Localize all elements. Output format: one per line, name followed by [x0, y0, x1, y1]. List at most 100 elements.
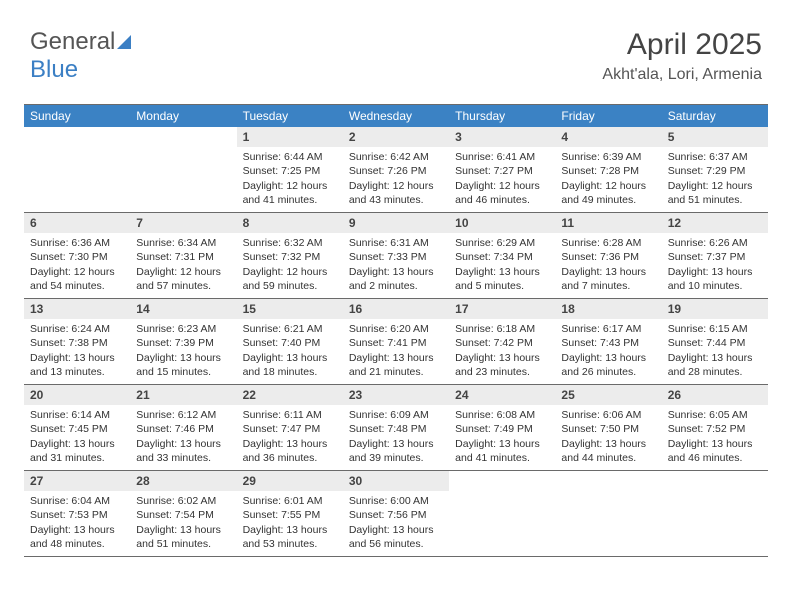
daylight-line: Daylight: 13 hours and 41 minutes.	[455, 437, 549, 465]
day-body: Sunrise: 6:21 AMSunset: 7:40 PMDaylight:…	[237, 319, 343, 384]
sunrise-line: Sunrise: 6:34 AM	[136, 236, 230, 250]
calendar-cell: 8Sunrise: 6:32 AMSunset: 7:32 PMDaylight…	[237, 213, 343, 299]
daylight-line: Daylight: 12 hours and 59 minutes.	[243, 265, 337, 293]
sunset-line: Sunset: 7:25 PM	[243, 164, 337, 178]
calendar-cell: 30Sunrise: 6:00 AMSunset: 7:56 PMDayligh…	[343, 471, 449, 557]
calendar-cell: 18Sunrise: 6:17 AMSunset: 7:43 PMDayligh…	[555, 299, 661, 385]
day-number: 12	[662, 213, 768, 233]
sunset-line: Sunset: 7:29 PM	[668, 164, 762, 178]
daylight-line: Daylight: 13 hours and 15 minutes.	[136, 351, 230, 379]
calendar-grid: SundayMondayTuesdayWednesdayThursdayFrid…	[24, 104, 768, 557]
sunrise-line: Sunrise: 6:15 AM	[668, 322, 762, 336]
sunrise-line: Sunrise: 6:11 AM	[243, 408, 337, 422]
sunset-line: Sunset: 7:34 PM	[455, 250, 549, 264]
sunset-line: Sunset: 7:50 PM	[561, 422, 655, 436]
sunset-line: Sunset: 7:26 PM	[349, 164, 443, 178]
day-body: Sunrise: 6:42 AMSunset: 7:26 PMDaylight:…	[343, 147, 449, 212]
logo-text-2: Blue	[30, 56, 78, 83]
calendar-cell: 29Sunrise: 6:01 AMSunset: 7:55 PMDayligh…	[237, 471, 343, 557]
sunrise-line: Sunrise: 6:41 AM	[455, 150, 549, 164]
day-number: 21	[130, 385, 236, 405]
daylight-line: Daylight: 13 hours and 51 minutes.	[136, 523, 230, 551]
daylight-line: Daylight: 12 hours and 51 minutes.	[668, 179, 762, 207]
sunrise-line: Sunrise: 6:26 AM	[668, 236, 762, 250]
sunrise-line: Sunrise: 6:29 AM	[455, 236, 549, 250]
day-number: 25	[555, 385, 661, 405]
day-body: Sunrise: 6:37 AMSunset: 7:29 PMDaylight:…	[662, 147, 768, 212]
calendar-cell: 23Sunrise: 6:09 AMSunset: 7:48 PMDayligh…	[343, 385, 449, 471]
sunset-line: Sunset: 7:56 PM	[349, 508, 443, 522]
day-body: Sunrise: 6:05 AMSunset: 7:52 PMDaylight:…	[662, 405, 768, 470]
sunset-line: Sunset: 7:38 PM	[30, 336, 124, 350]
day-number: 2	[343, 127, 449, 147]
calendar-cell-empty	[662, 471, 768, 557]
calendar-cell: 21Sunrise: 6:12 AMSunset: 7:46 PMDayligh…	[130, 385, 236, 471]
day-number: 7	[130, 213, 236, 233]
day-number: 1	[237, 127, 343, 147]
calendar-cell: 13Sunrise: 6:24 AMSunset: 7:38 PMDayligh…	[24, 299, 130, 385]
day-body: Sunrise: 6:02 AMSunset: 7:54 PMDaylight:…	[130, 491, 236, 556]
calendar-cell-empty	[130, 127, 236, 213]
sunrise-line: Sunrise: 6:04 AM	[30, 494, 124, 508]
sunrise-line: Sunrise: 6:17 AM	[561, 322, 655, 336]
calendar-cell: 14Sunrise: 6:23 AMSunset: 7:39 PMDayligh…	[130, 299, 236, 385]
sunrise-line: Sunrise: 6:02 AM	[136, 494, 230, 508]
day-body: Sunrise: 6:00 AMSunset: 7:56 PMDaylight:…	[343, 491, 449, 556]
sunset-line: Sunset: 7:49 PM	[455, 422, 549, 436]
day-body: Sunrise: 6:28 AMSunset: 7:36 PMDaylight:…	[555, 233, 661, 298]
calendar-cell: 17Sunrise: 6:18 AMSunset: 7:42 PMDayligh…	[449, 299, 555, 385]
day-body: Sunrise: 6:17 AMSunset: 7:43 PMDaylight:…	[555, 319, 661, 384]
calendar-cell: 27Sunrise: 6:04 AMSunset: 7:53 PMDayligh…	[24, 471, 130, 557]
sunset-line: Sunset: 7:48 PM	[349, 422, 443, 436]
location: Akht'ala, Lori, Armenia	[602, 66, 762, 84]
sunset-line: Sunset: 7:39 PM	[136, 336, 230, 350]
sunrise-line: Sunrise: 6:32 AM	[243, 236, 337, 250]
sunrise-line: Sunrise: 6:06 AM	[561, 408, 655, 422]
weekday-header: Monday	[130, 105, 236, 127]
sunrise-line: Sunrise: 6:05 AM	[668, 408, 762, 422]
daylight-line: Daylight: 12 hours and 57 minutes.	[136, 265, 230, 293]
sunset-line: Sunset: 7:54 PM	[136, 508, 230, 522]
day-body: Sunrise: 6:12 AMSunset: 7:46 PMDaylight:…	[130, 405, 236, 470]
sunrise-line: Sunrise: 6:01 AM	[243, 494, 337, 508]
day-body: Sunrise: 6:32 AMSunset: 7:32 PMDaylight:…	[237, 233, 343, 298]
day-body: Sunrise: 6:23 AMSunset: 7:39 PMDaylight:…	[130, 319, 236, 384]
logo-triangle-icon	[117, 35, 131, 49]
sunset-line: Sunset: 7:46 PM	[136, 422, 230, 436]
daylight-line: Daylight: 13 hours and 31 minutes.	[30, 437, 124, 465]
day-number: 4	[555, 127, 661, 147]
sunset-line: Sunset: 7:27 PM	[455, 164, 549, 178]
weekday-header: Wednesday	[343, 105, 449, 127]
sunrise-line: Sunrise: 6:21 AM	[243, 322, 337, 336]
day-number: 27	[24, 471, 130, 491]
weekday-header: Sunday	[24, 105, 130, 127]
sunset-line: Sunset: 7:55 PM	[243, 508, 337, 522]
day-number: 18	[555, 299, 661, 319]
sunset-line: Sunset: 7:41 PM	[349, 336, 443, 350]
daylight-line: Daylight: 13 hours and 44 minutes.	[561, 437, 655, 465]
sunrise-line: Sunrise: 6:37 AM	[668, 150, 762, 164]
sunset-line: Sunset: 7:43 PM	[561, 336, 655, 350]
daylight-line: Daylight: 12 hours and 41 minutes.	[243, 179, 337, 207]
weekday-header: Friday	[555, 105, 661, 127]
daylight-line: Daylight: 13 hours and 2 minutes.	[349, 265, 443, 293]
sunrise-line: Sunrise: 6:00 AM	[349, 494, 443, 508]
daylight-line: Daylight: 13 hours and 23 minutes.	[455, 351, 549, 379]
daylight-line: Daylight: 12 hours and 54 minutes.	[30, 265, 124, 293]
calendar-cell: 4Sunrise: 6:39 AMSunset: 7:28 PMDaylight…	[555, 127, 661, 213]
calendar-cell: 2Sunrise: 6:42 AMSunset: 7:26 PMDaylight…	[343, 127, 449, 213]
daylight-line: Daylight: 13 hours and 5 minutes.	[455, 265, 549, 293]
sunrise-line: Sunrise: 6:08 AM	[455, 408, 549, 422]
day-body: Sunrise: 6:39 AMSunset: 7:28 PMDaylight:…	[555, 147, 661, 212]
daylight-line: Daylight: 13 hours and 36 minutes.	[243, 437, 337, 465]
day-number: 10	[449, 213, 555, 233]
sunrise-line: Sunrise: 6:18 AM	[455, 322, 549, 336]
sunset-line: Sunset: 7:33 PM	[349, 250, 443, 264]
calendar-cell: 12Sunrise: 6:26 AMSunset: 7:37 PMDayligh…	[662, 213, 768, 299]
day-body: Sunrise: 6:34 AMSunset: 7:31 PMDaylight:…	[130, 233, 236, 298]
day-number: 8	[237, 213, 343, 233]
day-number: 5	[662, 127, 768, 147]
logo-text-1: General	[30, 28, 115, 55]
daylight-line: Daylight: 13 hours and 21 minutes.	[349, 351, 443, 379]
daylight-line: Daylight: 13 hours and 13 minutes.	[30, 351, 124, 379]
